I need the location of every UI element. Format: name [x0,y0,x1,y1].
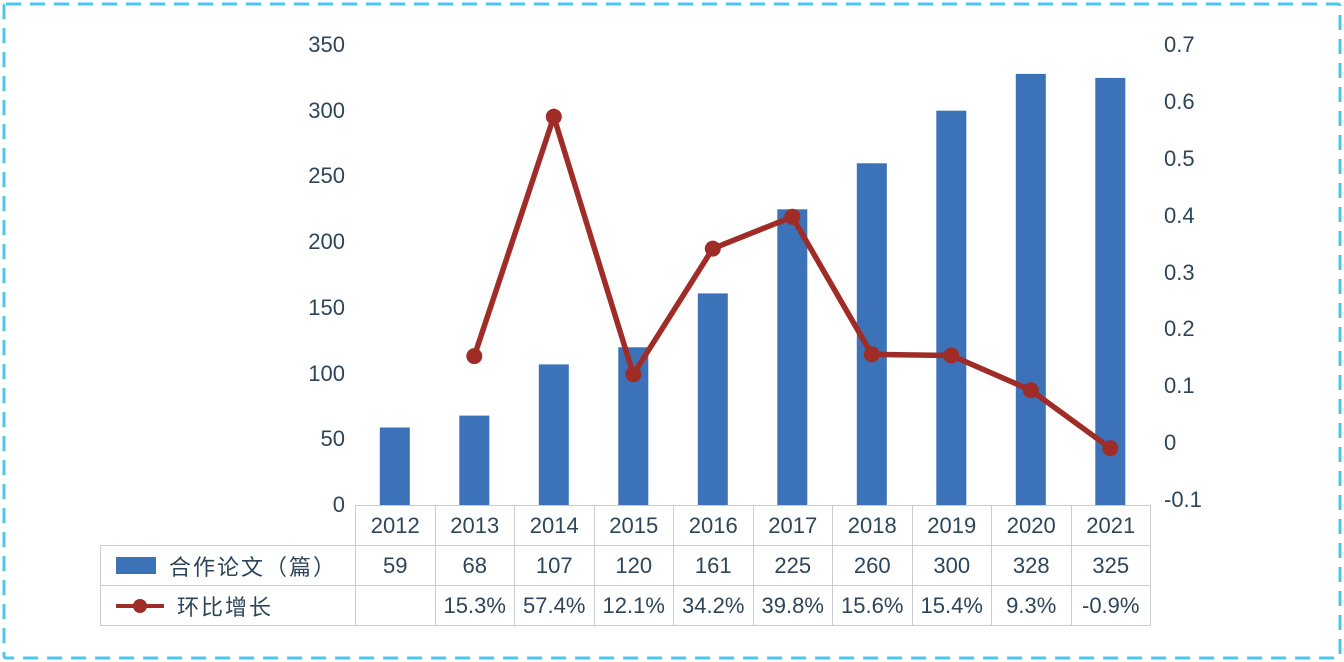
marker-2020 [1022,382,1039,399]
year-row: 2012 2013 2014 2015 2016 2017 2018 2019 2020 2021 [101,505,1151,546]
bar-2013 [459,415,490,505]
right-axis-tick: 0.1 [1164,373,1195,399]
right-axis-tick: -0.1 [1164,487,1202,512]
papers-value-cell: 120 [593,545,674,586]
year-cell: 2019 [911,505,992,546]
combo-chart [379,73,1126,506]
marker-2017 [784,208,801,225]
growth-legend-swatch-icon [116,598,164,614]
marker-2016 [704,240,721,257]
right-axis-tick: 0.6 [1164,88,1195,114]
bar-2021 [1095,77,1126,506]
growth-legend: 环比增长 [101,590,355,622]
year-cell: 2018 [832,505,913,546]
marker-2015 [625,366,642,383]
marker-2018 [863,346,880,363]
left-axis-tick: 100 [308,360,345,386]
year-cell: 2016 [673,505,754,546]
bar-2014 [538,364,569,505]
growth-value-cell: 34.2% [673,585,754,626]
left-axis-tick: 0 [332,492,345,517]
growth-legend-dot [133,598,147,613]
bar-2020 [1015,73,1046,506]
left-axis-tick: 250 [308,163,345,189]
right-axis-tick: 0 [1164,430,1177,456]
growth-value-cell: 15.3% [434,585,515,626]
papers-legend-swatch-icon [116,557,156,574]
year-cell: 2012 [355,505,436,546]
papers-value-cell: 59 [355,545,436,586]
year-cell: 2013 [434,505,515,546]
year-cell: 2017 [752,505,833,546]
papers-value-cell: 325 [1070,545,1151,586]
year-cell: 2015 [593,505,674,546]
papers-legend: 合作论文（篇） [101,550,355,582]
growth-value-cell: 15.6% [832,585,913,626]
bar-2012 [379,427,410,505]
papers-value-cell: 225 [752,545,833,586]
bar-2016 [697,293,728,505]
bar-2019 [936,110,967,505]
papers-value-cell: 161 [673,545,754,586]
marker-2013 [466,348,483,365]
marker-2019 [943,347,960,364]
growth-value-cell: 57.4% [514,585,595,626]
growth-legend-cell: 环比增长 [100,585,356,626]
left-axis-tick: 150 [308,294,345,320]
marker-2014 [545,108,562,125]
left-axis-tick: 200 [308,229,345,255]
papers-value-cell: 300 [911,545,992,586]
right-axis-tick: 0.2 [1164,316,1195,342]
data-table: 2012 2013 2014 2015 2016 2017 2018 2019 2020 2021… [100,505,1151,626]
papers-legend-label: 合作论文（篇） [169,554,338,580]
growth-value-cell: 15.4% [911,585,992,626]
left-axis-tick: 350 [308,32,345,57]
year-cell: 2014 [514,505,595,546]
growth-legend-label: 环比增长 [177,594,274,620]
right-axis-tick: 0.5 [1164,145,1195,171]
growth-value-cell: -0.9% [1070,585,1151,626]
year-cell: 2020 [991,505,1072,546]
right-axis-tick: 0.7 [1164,32,1195,57]
papers-value-cell: 107 [514,545,595,586]
papers-value-cell: 260 [832,545,913,586]
growth-value-cell [355,585,436,626]
year-cell: 2021 [1070,505,1151,546]
papers-legend-cell: 合作论文（篇） [100,545,356,586]
right-axis-tick: 0.3 [1164,259,1195,285]
growth-value-cell: 12.1% [593,585,674,626]
growth-value-cell: 39.8% [752,585,833,626]
table-corner [101,506,356,546]
papers-value-cell: 328 [991,545,1072,586]
growth-value-cell: 9.3% [991,585,1072,626]
bar-2017 [777,209,808,506]
papers-row: 合作论文（篇） 59 68 107 120 161 225 260 300 328 325 [100,545,1151,586]
growth-row: 环比增长 15.3% 57.4% 12.1% 34.2% 39.8% 15.6% 15.4% 9… [100,585,1151,626]
right-axis-tick: 0.4 [1164,202,1195,228]
papers-value-cell: 68 [434,545,515,586]
left-axis-tick: 300 [308,97,345,123]
left-axis-tick: 50 [320,426,345,452]
marker-2021 [1102,440,1119,457]
